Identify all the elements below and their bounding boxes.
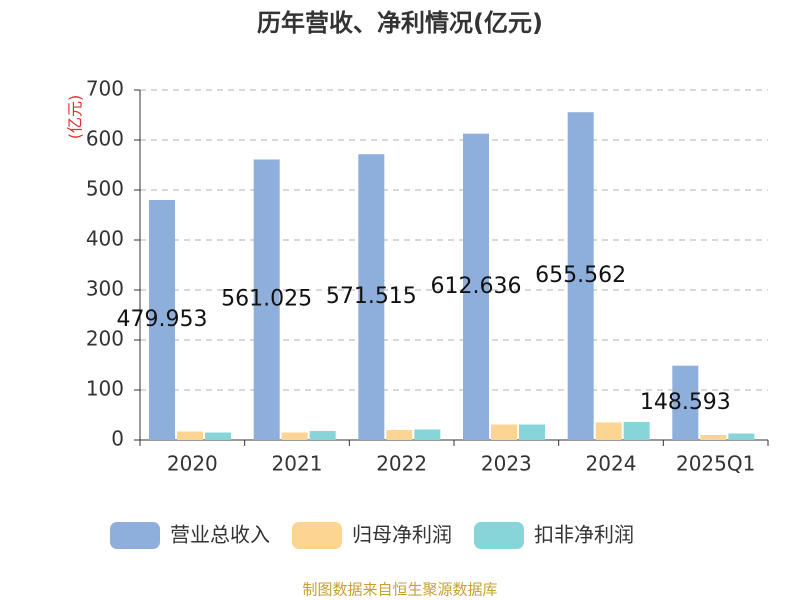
- bar: [595, 422, 622, 440]
- bar: [177, 431, 203, 440]
- bar: [281, 432, 308, 440]
- data-label: 571.515: [326, 284, 417, 309]
- bar: [149, 200, 175, 440]
- legend-label: 营业总收入: [170, 523, 270, 547]
- bar: [309, 431, 336, 440]
- legend-swatch: [110, 522, 160, 549]
- chart-title: 历年营收、净利情况(亿元): [257, 9, 543, 37]
- y-tick-label: 700: [86, 77, 124, 101]
- legend-swatch: [292, 522, 342, 549]
- x-tick-label: 2020: [167, 452, 218, 476]
- data-label: 612.636: [431, 274, 522, 299]
- source-note: 制图数据来自恒生聚源数据库: [302, 581, 497, 599]
- bar: [491, 424, 517, 440]
- x-tick-label: 2024: [586, 452, 637, 476]
- y-axis-label: (亿元): [66, 95, 85, 140]
- bar: [463, 133, 489, 440]
- data-label: 148.593: [640, 390, 731, 415]
- bar: [728, 433, 755, 440]
- y-tick-label: 100: [86, 377, 124, 401]
- bar: [519, 424, 545, 440]
- y-tick-label: 400: [86, 227, 124, 251]
- bar: [358, 154, 385, 440]
- bar: [700, 435, 727, 440]
- x-tick-label: 2025Q1: [676, 452, 755, 476]
- bar: [386, 430, 413, 440]
- legend-label: 归母净利润: [352, 523, 452, 547]
- data-label: 561.025: [221, 287, 312, 312]
- bar: [567, 112, 594, 441]
- bar: [623, 422, 650, 440]
- data-label: 655.562: [535, 263, 626, 288]
- y-tick-label: 600: [86, 127, 124, 151]
- legend-label: 扣非净利润: [534, 523, 634, 547]
- y-tick-label: 0: [111, 427, 124, 451]
- x-tick-label: 2021: [272, 452, 323, 476]
- x-tick-label: 2023: [481, 452, 532, 476]
- bar: [205, 432, 231, 440]
- legend-swatch: [474, 522, 524, 549]
- x-tick-label: 2022: [376, 452, 427, 476]
- y-tick-label: 300: [86, 277, 124, 301]
- data-label: 479.953: [117, 307, 208, 332]
- bar: [414, 429, 441, 440]
- y-tick-label: 500: [86, 177, 124, 201]
- bar: [672, 365, 699, 440]
- bar: [253, 159, 280, 441]
- y-tick-label: 200: [86, 327, 124, 351]
